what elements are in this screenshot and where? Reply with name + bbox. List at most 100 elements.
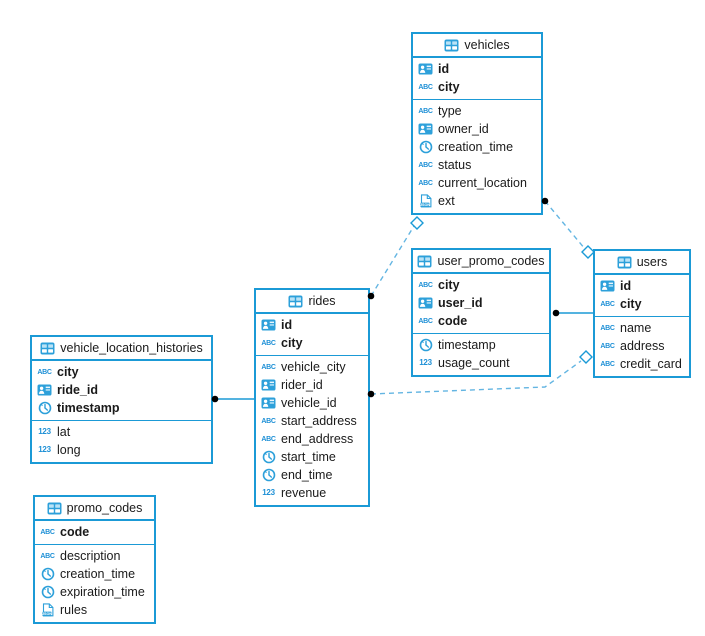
table-rides[interactable]: rides id ABC city ABC vehicle_city rider… xyxy=(254,288,370,507)
column-row[interactable]: ABC vehicle_city xyxy=(261,360,346,374)
relation-diamond-end xyxy=(410,216,424,230)
column-row[interactable]: end_time xyxy=(256,466,368,484)
columns-section: ABC type owner_id creation_time ABC stat… xyxy=(413,100,541,213)
string-icon: ABC xyxy=(37,368,52,376)
column-row[interactable]: ABC city xyxy=(600,297,642,311)
column-row[interactable]: ABC code xyxy=(40,525,90,539)
clock-icon xyxy=(417,338,434,352)
column-row[interactable]: ABC code xyxy=(418,314,468,328)
table-icon xyxy=(40,342,55,355)
columns-section: timestamp 123 usage_count xyxy=(413,334,549,375)
relation-line-vehicles-users[interactable] xyxy=(544,200,586,250)
column-row[interactable]: ABC name xyxy=(600,321,652,335)
string-icon: ABC xyxy=(40,552,55,560)
key-columns-section: ABC code xyxy=(35,521,154,545)
column-row[interactable]: JSON ext xyxy=(413,192,541,210)
clock-icon xyxy=(260,468,277,482)
string-icon: ABC xyxy=(418,179,433,187)
column-row[interactable]: ABC description xyxy=(40,549,121,563)
column-row[interactable]: JSON rules xyxy=(35,601,154,619)
string-icon: ABC xyxy=(418,281,433,289)
table-vehicle_location_histories[interactable]: vehicle_location_histories ABC city ride… xyxy=(30,335,213,464)
string-icon: ABC xyxy=(40,528,55,536)
columns-section: ABC description creation_time expiration… xyxy=(35,545,154,622)
column-row[interactable]: ABC status xyxy=(418,158,472,172)
column-row[interactable]: ABC current_location xyxy=(418,176,527,190)
string-icon: ABC xyxy=(418,161,433,169)
table-header[interactable]: promo_codes xyxy=(35,497,154,521)
number-icon: 123 xyxy=(419,358,432,367)
column-row[interactable]: vehicle_id xyxy=(256,394,368,412)
number-icon: 123 xyxy=(262,488,275,497)
column-row[interactable]: expiration_time xyxy=(35,583,154,601)
svg-text:JSON: JSON xyxy=(41,612,51,616)
table-header[interactable]: user_promo_codes xyxy=(413,250,549,274)
table-promo_codes[interactable]: promo_codes ABC code ABC description cre… xyxy=(33,495,156,624)
table-name: promo_codes xyxy=(66,501,143,515)
column-row[interactable]: 123 revenue xyxy=(256,484,368,502)
column-row[interactable]: creation_time xyxy=(413,138,541,156)
column-row[interactable]: timestamp xyxy=(413,336,549,354)
key-columns-section: ABC city ride_id timestamp xyxy=(32,361,211,421)
clock-icon xyxy=(39,585,56,599)
column-row[interactable]: user_id xyxy=(413,294,549,312)
table-users[interactable]: users id ABC city ABC name ABC address A… xyxy=(593,249,691,378)
string-icon: ABC xyxy=(418,107,433,115)
clock-icon xyxy=(260,450,277,464)
relation-line-rides-vehicles[interactable] xyxy=(370,225,415,297)
table-name: users xyxy=(636,255,668,269)
id-badge-icon xyxy=(260,397,277,409)
column-row[interactable]: owner_id xyxy=(413,120,541,138)
column-row[interactable]: id xyxy=(413,60,541,78)
column-row[interactable]: 123 usage_count xyxy=(413,354,549,372)
column-row[interactable]: 123 lat xyxy=(32,423,211,441)
table-vehicles[interactable]: vehicles id ABC city ABC type owner_id c… xyxy=(411,32,543,215)
column-row[interactable]: id xyxy=(256,316,368,334)
string-icon: ABC xyxy=(600,324,615,332)
column-row[interactable]: ride_id xyxy=(32,381,211,399)
id-badge-icon xyxy=(417,63,434,75)
column-row[interactable]: start_time xyxy=(256,448,368,466)
column-row[interactable]: ABC city xyxy=(418,278,460,292)
id-badge-icon xyxy=(36,384,53,396)
table-icon xyxy=(417,255,432,268)
columns-section: ABC name ABC address ABC credit_card xyxy=(595,317,689,376)
clock-icon xyxy=(36,401,53,415)
table-header[interactable]: vehicle_location_histories xyxy=(32,337,211,361)
string-icon: ABC xyxy=(261,363,276,371)
id-badge-icon xyxy=(417,123,434,135)
column-row[interactable]: ABC city xyxy=(37,365,79,379)
string-icon: ABC xyxy=(261,339,276,347)
column-row[interactable]: id xyxy=(595,277,689,295)
svg-text:JSON: JSON xyxy=(419,203,429,207)
clock-icon xyxy=(39,567,56,581)
column-row[interactable]: creation_time xyxy=(35,565,154,583)
column-row[interactable]: rider_id xyxy=(256,376,368,394)
table-user_promo_codes[interactable]: user_promo_codes ABC city user_id ABC co… xyxy=(411,248,551,377)
table-icon xyxy=(288,295,303,308)
string-icon: ABC xyxy=(600,360,615,368)
number-icon: 123 xyxy=(38,445,51,454)
column-row[interactable]: ABC type xyxy=(418,104,462,118)
columns-section: 123 lat 123 long xyxy=(32,421,211,462)
column-row[interactable]: ABC city xyxy=(261,336,303,350)
column-row[interactable]: timestamp xyxy=(32,399,211,417)
column-row[interactable]: ABC city xyxy=(418,80,460,94)
id-badge-icon xyxy=(260,319,277,331)
column-row[interactable]: ABC credit_card xyxy=(600,357,682,371)
table-header[interactable]: rides xyxy=(256,290,368,314)
id-badge-icon xyxy=(599,280,616,292)
column-row[interactable]: ABC start_address xyxy=(261,414,357,428)
string-icon: ABC xyxy=(418,317,433,325)
column-row[interactable]: ABC address xyxy=(600,339,665,353)
string-icon: ABC xyxy=(261,417,276,425)
column-row[interactable]: 123 long xyxy=(32,441,211,459)
table-name: vehicles xyxy=(464,38,510,52)
table-icon xyxy=(444,39,459,52)
column-row[interactable]: ABC end_address xyxy=(261,432,354,446)
table-header[interactable]: vehicles xyxy=(413,34,541,58)
table-name: user_promo_codes xyxy=(437,254,545,268)
table-header[interactable]: users xyxy=(595,251,689,275)
key-columns-section: id ABC city xyxy=(413,58,541,100)
